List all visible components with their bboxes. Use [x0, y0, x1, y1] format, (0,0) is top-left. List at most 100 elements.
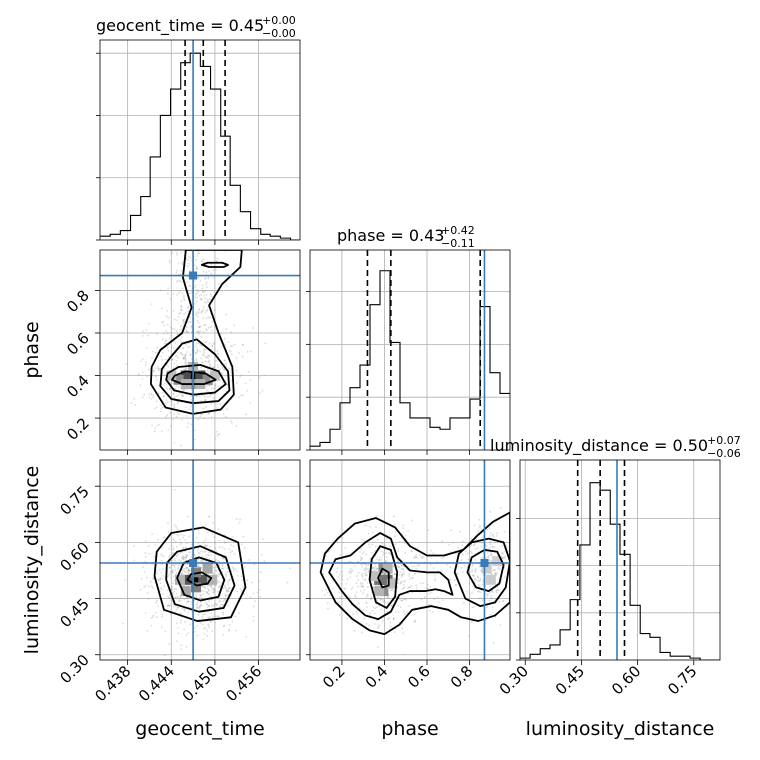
- sample-point: [198, 607, 201, 610]
- sample-point: [169, 326, 172, 329]
- sample-point: [168, 259, 171, 262]
- sample-point: [488, 559, 491, 561]
- sample-point: [400, 580, 403, 583]
- sample-point: [207, 360, 210, 363]
- sample-point: [385, 556, 388, 559]
- sample-point: [364, 578, 367, 581]
- sample-point: [420, 582, 422, 585]
- sample-point: [207, 277, 210, 280]
- sample-point: [206, 356, 209, 359]
- sample-point: [365, 572, 368, 574]
- sample-point: [189, 316, 192, 319]
- sample-point: [211, 630, 213, 633]
- sample-point: [230, 420, 232, 423]
- sample-point: [399, 582, 402, 585]
- sample-point: [180, 309, 183, 312]
- sample-point: [478, 597, 480, 600]
- sample-point: [210, 325, 213, 328]
- sample-point: [156, 346, 159, 349]
- sample-point: [193, 302, 196, 305]
- sample-point: [202, 261, 205, 264]
- sample-point: [207, 551, 210, 554]
- sample-point: [200, 335, 203, 338]
- sample-point: [197, 322, 200, 324]
- sample-point: [196, 549, 199, 552]
- sample-point: [162, 575, 165, 577]
- sample-point: [368, 546, 371, 548]
- sample-point: [194, 352, 197, 355]
- sample-point: [171, 585, 174, 588]
- sample-point: [180, 612, 183, 615]
- sample-point: [205, 384, 208, 387]
- sample-point: [203, 324, 206, 327]
- sample-point: [471, 592, 474, 594]
- sample-point: [214, 386, 217, 389]
- sample-point: [363, 589, 365, 591]
- sample-point: [205, 601, 207, 604]
- sample-point: [185, 363, 188, 366]
- sample-point: [164, 358, 167, 361]
- sample-point: [410, 550, 413, 552]
- sample-point: [223, 557, 225, 560]
- sample-point: [448, 543, 451, 546]
- sample-point: [205, 590, 208, 593]
- sample-point: [246, 390, 248, 392]
- sample-point: [175, 563, 177, 566]
- sample-point: [213, 612, 216, 615]
- sample-point: [398, 574, 401, 576]
- sample-point: [201, 310, 204, 313]
- sample-point: [168, 604, 171, 607]
- sample-point: [401, 568, 404, 571]
- sample-point: [360, 581, 363, 584]
- sample-point: [206, 603, 209, 606]
- sample-point: [180, 280, 183, 283]
- sample-point: [188, 270, 191, 272]
- sample-point: [198, 325, 201, 328]
- sample-point: [516, 594, 518, 596]
- sample-point: [183, 298, 185, 301]
- sample-point: [238, 351, 240, 354]
- sample-point: [203, 348, 206, 351]
- sample-point: [365, 553, 368, 556]
- sample-point: [154, 544, 157, 546]
- sample-point: [411, 591, 414, 594]
- sample-point: [258, 589, 261, 591]
- sample-point: [185, 247, 187, 249]
- hist-panel-luminosity-distance: [520, 460, 720, 660]
- sample-point: [222, 633, 225, 636]
- sample-point: [203, 633, 206, 635]
- sample-point: [187, 600, 189, 603]
- sample-point: [235, 369, 238, 372]
- sample-point: [164, 654, 166, 657]
- sample-point: [490, 594, 493, 597]
- sample-point: [197, 551, 200, 554]
- sample-point: [212, 342, 215, 344]
- sample-point: [159, 582, 162, 585]
- sample-point: [213, 588, 216, 591]
- sample-point: [187, 569, 190, 571]
- sample-point: [200, 400, 203, 402]
- sample-point: [415, 587, 418, 589]
- sample-point: [350, 570, 353, 573]
- sample-point: [214, 384, 217, 387]
- sample-point: [168, 547, 170, 550]
- sample-point: [198, 252, 200, 255]
- sample-point: [173, 590, 176, 593]
- sample-point: [205, 328, 208, 331]
- sample-point: [168, 556, 171, 559]
- panel-frame: [309, 459, 511, 661]
- sample-point: [201, 550, 204, 553]
- sample-point: [144, 364, 147, 366]
- sample-point: [231, 566, 234, 569]
- sample-point: [229, 551, 232, 554]
- sample-point: [148, 322, 150, 325]
- sample-point: [369, 611, 372, 614]
- x-tick-label: 0.60: [608, 662, 644, 698]
- sample-point: [403, 653, 406, 656]
- sample-point: [171, 564, 173, 566]
- sample-point: [172, 393, 175, 396]
- sample-point: [360, 557, 363, 560]
- panel-frame: [99, 459, 301, 661]
- sample-point: [197, 252, 200, 255]
- density-cell: [202, 374, 213, 385]
